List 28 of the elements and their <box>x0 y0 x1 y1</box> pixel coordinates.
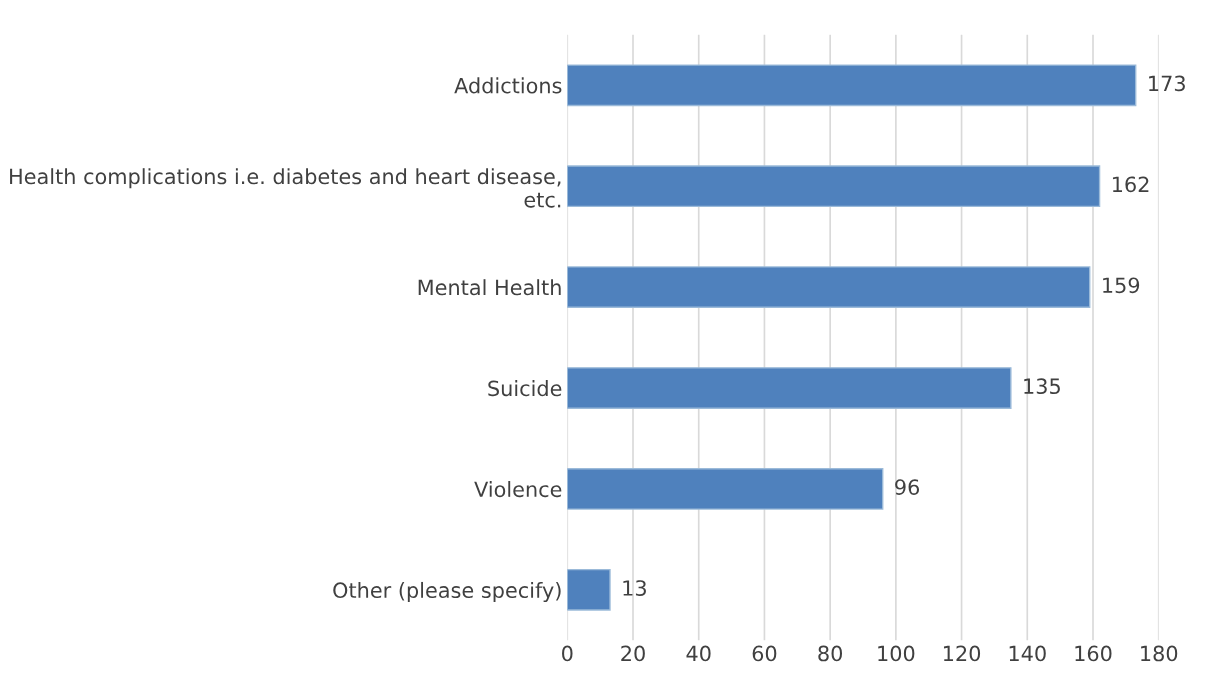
y-tick-label: Suicide <box>488 380 562 397</box>
y-tick-label: Violence <box>474 481 562 498</box>
y-tick-label: Health complications i.e. diabetes and heart disease, etc. <box>10 168 561 208</box>
data-label: 96 <box>895 479 920 495</box>
y-tick-label: Addictions <box>454 77 562 94</box>
x-tick-label: 140 <box>1009 645 1046 662</box>
x-tick-label: 100 <box>878 645 915 662</box>
data-label: 135 <box>1024 378 1060 395</box>
data-label: 13 <box>623 580 646 596</box>
bar <box>567 64 1137 107</box>
data-label: 162 <box>1112 176 1149 193</box>
data-label: 173 <box>1149 75 1185 92</box>
bar <box>567 165 1101 208</box>
y-tick-label: Mental Health <box>418 279 561 296</box>
x-tick-label: 180 <box>1141 645 1178 662</box>
x-tick-label: 80 <box>818 645 843 662</box>
x-tick-label: 160 <box>1075 645 1112 662</box>
data-label: 159 <box>1103 277 1140 294</box>
x-tick-label: 40 <box>686 645 711 662</box>
x-tick-label: 0 <box>562 645 573 662</box>
x-tick-label: 120 <box>943 645 981 662</box>
y-tick-label: Other (please specify) <box>333 581 561 603</box>
bar <box>567 367 1012 409</box>
bar <box>567 568 611 611</box>
bar <box>567 468 884 510</box>
x-tick-label: 20 <box>621 645 645 662</box>
x-tick-label: 60 <box>752 645 777 662</box>
bar <box>567 266 1091 308</box>
